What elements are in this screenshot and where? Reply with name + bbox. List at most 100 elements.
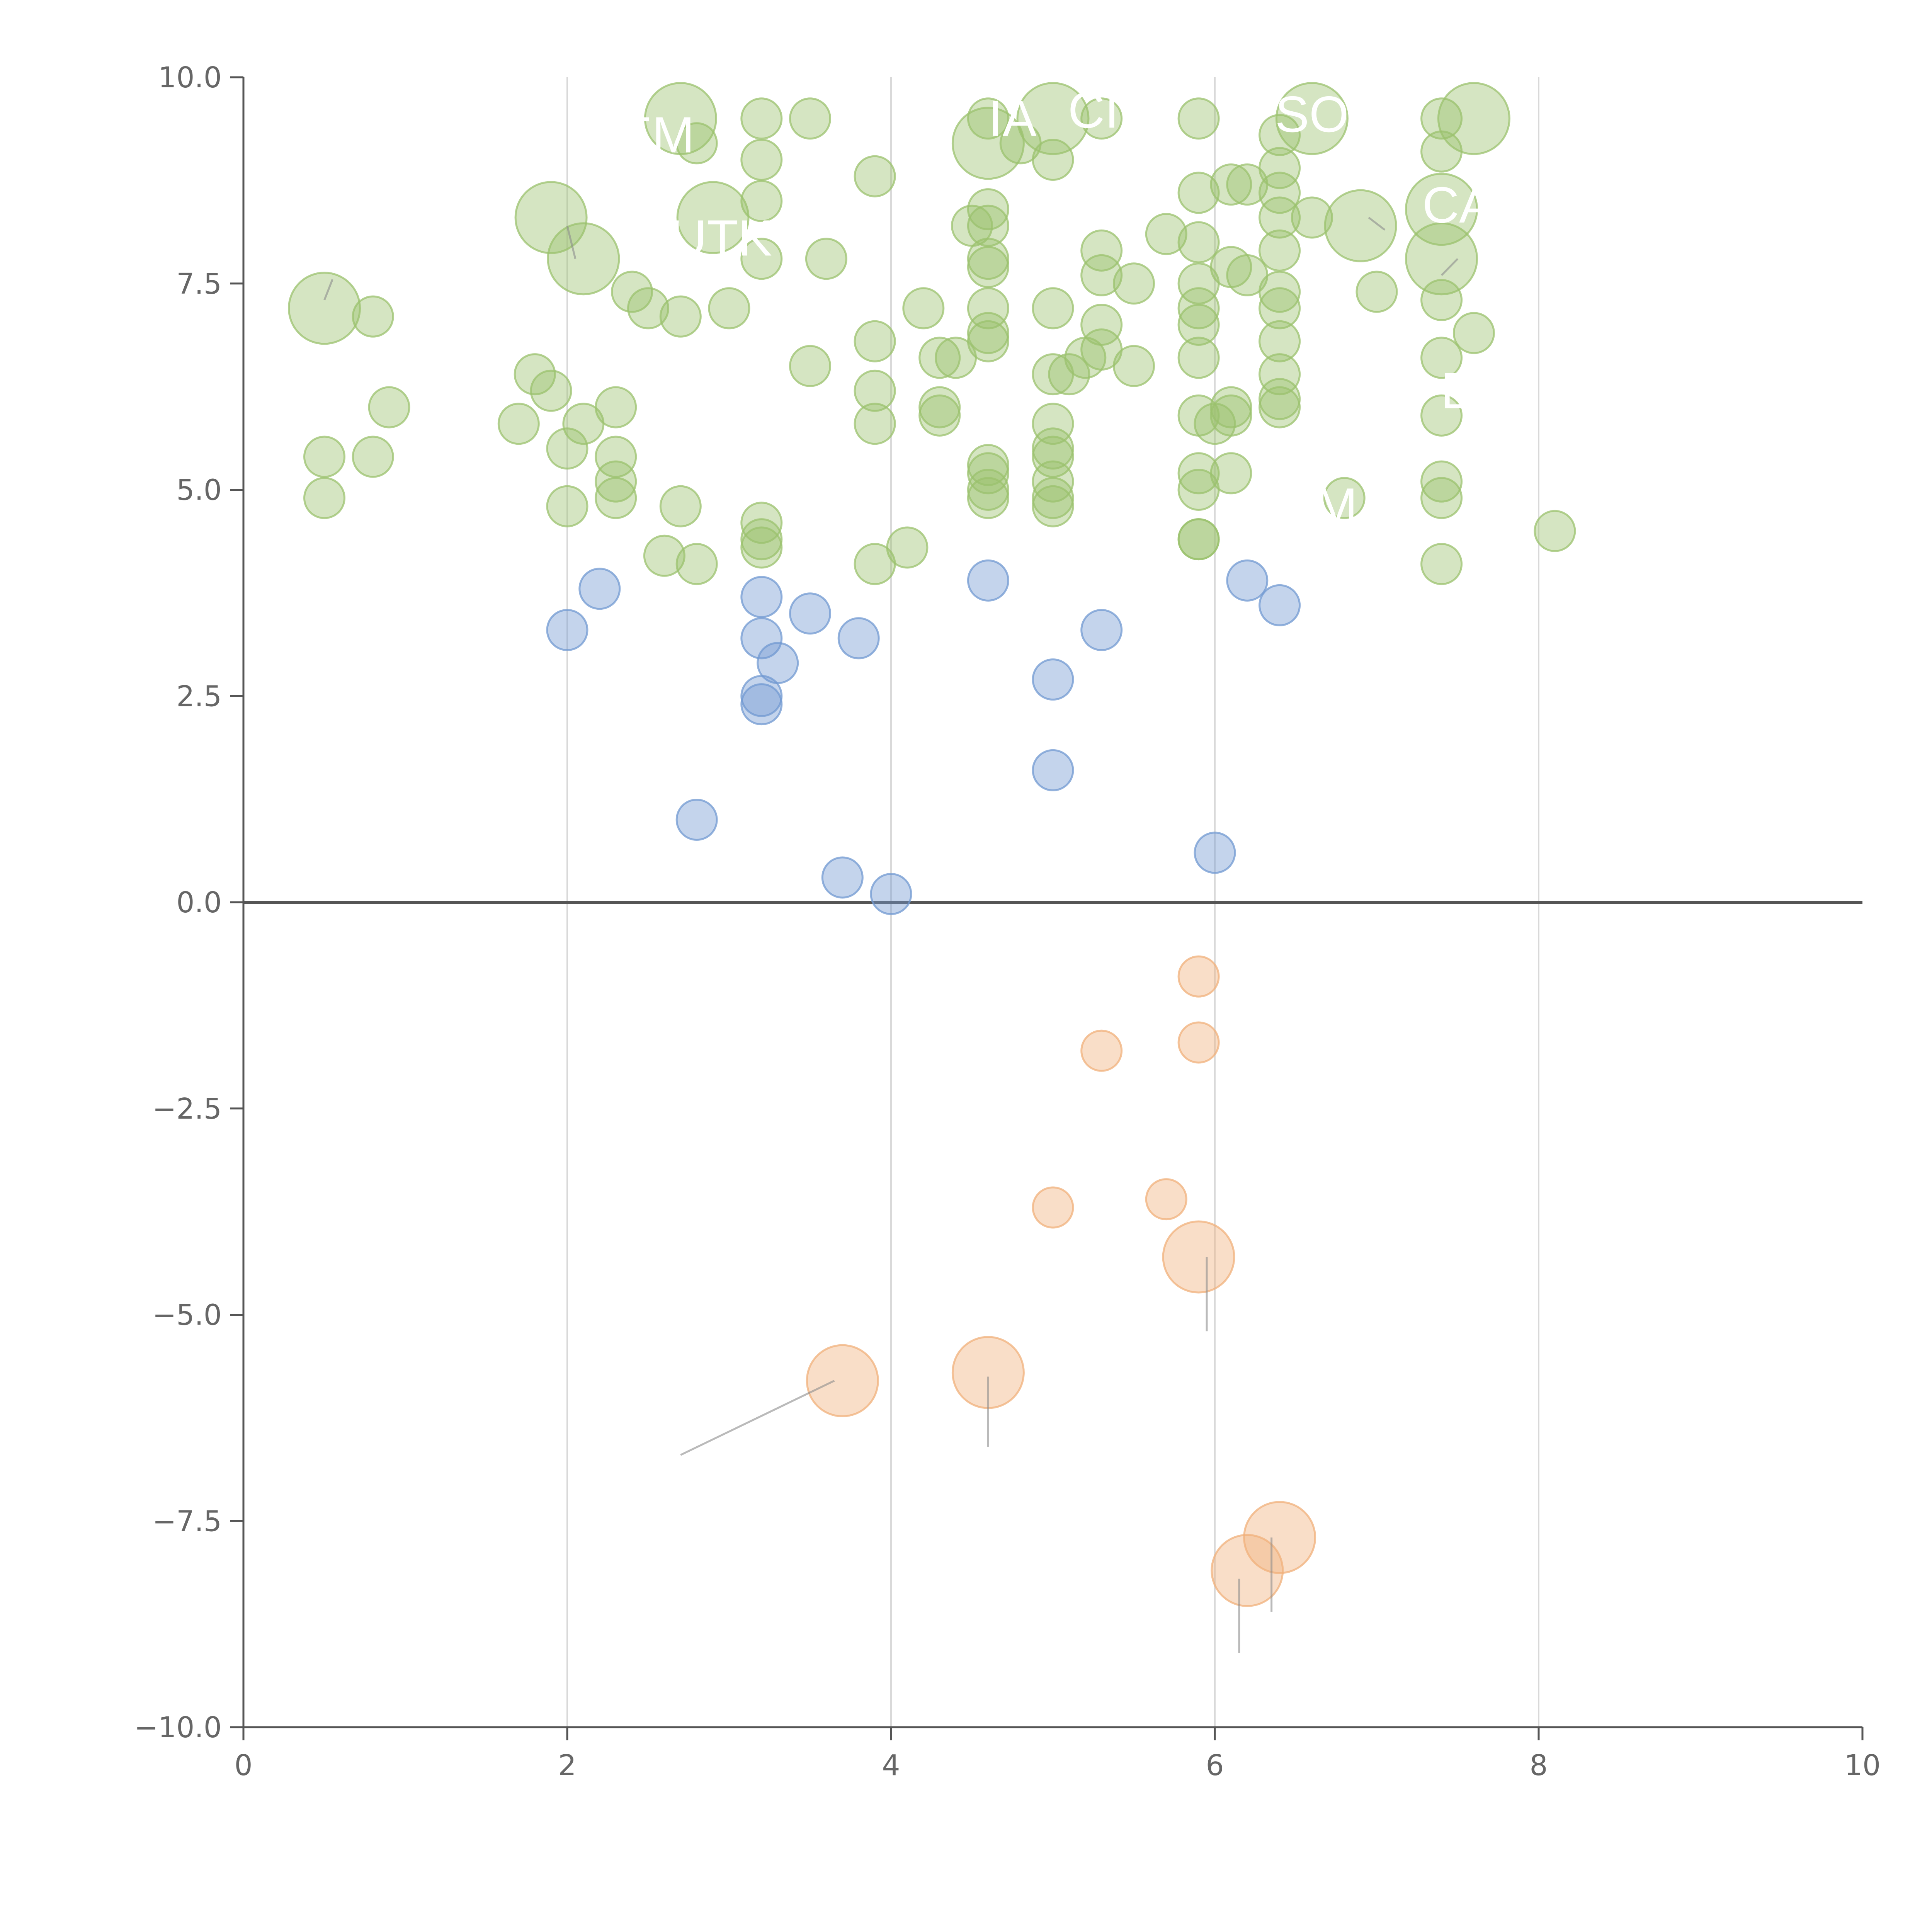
y-tick-label: 5.0 [176, 474, 222, 507]
data-point-high [595, 435, 637, 478]
data-point-high [1420, 460, 1463, 503]
data-point-high [1420, 279, 1463, 321]
data-point-high [1032, 485, 1074, 527]
data-point-high [1452, 312, 1495, 354]
point-label: B [1440, 362, 1475, 419]
data-point-negative [1145, 1178, 1187, 1221]
data-point-high [1420, 97, 1463, 140]
data-point-high [918, 337, 961, 379]
data-point-high [1177, 452, 1220, 495]
data-point-negative [1162, 1220, 1235, 1294]
data-point-high [902, 287, 945, 330]
data-point-high [627, 287, 669, 330]
data-point-high [1080, 97, 1123, 140]
axis-layer: 10.0 7.5 5.0 2.5 0.0 −2.5 −5.0 −7.5 −10.0 0 2 4 6 8 10 [134, 61, 1881, 1782]
y-tick-label: −7.5 [152, 1505, 222, 1538]
data-point-high [1259, 353, 1301, 396]
data-point-high [1032, 139, 1074, 181]
leader-line [323, 279, 333, 301]
leader-line [680, 1380, 835, 1456]
data-point-high [1177, 287, 1220, 330]
data-point-high [1032, 353, 1074, 396]
data-point-high [1259, 172, 1301, 214]
data-point-high [1080, 229, 1123, 272]
data-point-high [352, 435, 394, 478]
data-point-mid [1194, 832, 1236, 874]
point-label: M [1315, 478, 1357, 534]
x-tick-label: 2 [558, 1749, 576, 1782]
data-point-negative [1177, 1021, 1220, 1064]
data-point-mid [675, 799, 718, 841]
data-point-high [288, 272, 361, 345]
data-point-high [1275, 82, 1349, 155]
data-point-high [611, 270, 653, 313]
data-point-high [675, 122, 718, 165]
data-point-high [1048, 353, 1090, 396]
data-point-mid [1032, 658, 1074, 701]
data-point-high [1355, 270, 1398, 313]
data-point-high [886, 526, 929, 569]
data-point-high [951, 107, 1025, 180]
data-point-high [303, 477, 345, 519]
data-point-high [740, 97, 783, 140]
data-point-mid [578, 568, 621, 610]
data-point-high [1210, 452, 1252, 495]
data-point-high [967, 477, 1009, 519]
data-point-high [1210, 394, 1252, 437]
data-point-high [967, 452, 1009, 495]
data-point-high [1324, 189, 1397, 262]
point-label: IA [988, 90, 1037, 147]
label-layer: EM UTK IA CI SO CA B M [618, 82, 1493, 534]
data-point-high [1437, 82, 1510, 155]
data-point-high [1259, 270, 1301, 313]
data-point-negative [1211, 1534, 1284, 1607]
data-point-high [1405, 222, 1478, 296]
point-label: UTK [670, 209, 772, 266]
data-point-high [546, 485, 588, 527]
y-tick-label: 10.0 [158, 61, 222, 94]
data-point-high [1259, 287, 1301, 330]
data-point-high [1420, 477, 1463, 519]
data-point-negative [1080, 1029, 1123, 1072]
data-point-high [303, 435, 345, 478]
x-tick-label: 8 [1529, 1749, 1548, 1782]
data-point-high [740, 502, 783, 544]
data-point-high [1032, 435, 1074, 478]
data-point-high [546, 427, 588, 470]
data-point-high [967, 287, 1009, 330]
data-point-high [935, 337, 977, 379]
y-tick-label: 0.0 [176, 886, 222, 919]
data-point-negative [1243, 1501, 1316, 1574]
data-point-mid [837, 617, 880, 660]
data-point-high [368, 386, 410, 429]
data-point-high [352, 295, 394, 338]
data-point-high [595, 386, 637, 429]
data-point-mid [821, 856, 864, 899]
data-point-high [1210, 163, 1252, 206]
data-point-high [1323, 477, 1366, 519]
data-point-high [1113, 262, 1155, 305]
data-point-high [967, 204, 1009, 247]
leader-line [1368, 216, 1386, 231]
data-point-mid [740, 683, 783, 726]
x-tick-label: 4 [882, 1749, 900, 1782]
data-point-high [595, 477, 637, 519]
point-label: CA [1422, 177, 1493, 233]
points-layer [288, 82, 1576, 1607]
data-point-high [740, 526, 783, 569]
data-point-mid [740, 617, 783, 660]
data-point-high [1259, 386, 1301, 429]
data-point-high [1534, 510, 1576, 552]
data-point-high [708, 287, 750, 330]
data-point-mid [1259, 584, 1301, 626]
leader-layer [323, 216, 1459, 1653]
data-point-high [1113, 345, 1155, 387]
data-point-high [1177, 304, 1220, 346]
data-point-high [789, 97, 831, 140]
data-point-negative [1177, 955, 1220, 998]
data-point-high [740, 180, 783, 222]
data-point-high [514, 353, 556, 396]
x-tick-label: 0 [234, 1749, 252, 1782]
data-point-high [854, 403, 896, 445]
